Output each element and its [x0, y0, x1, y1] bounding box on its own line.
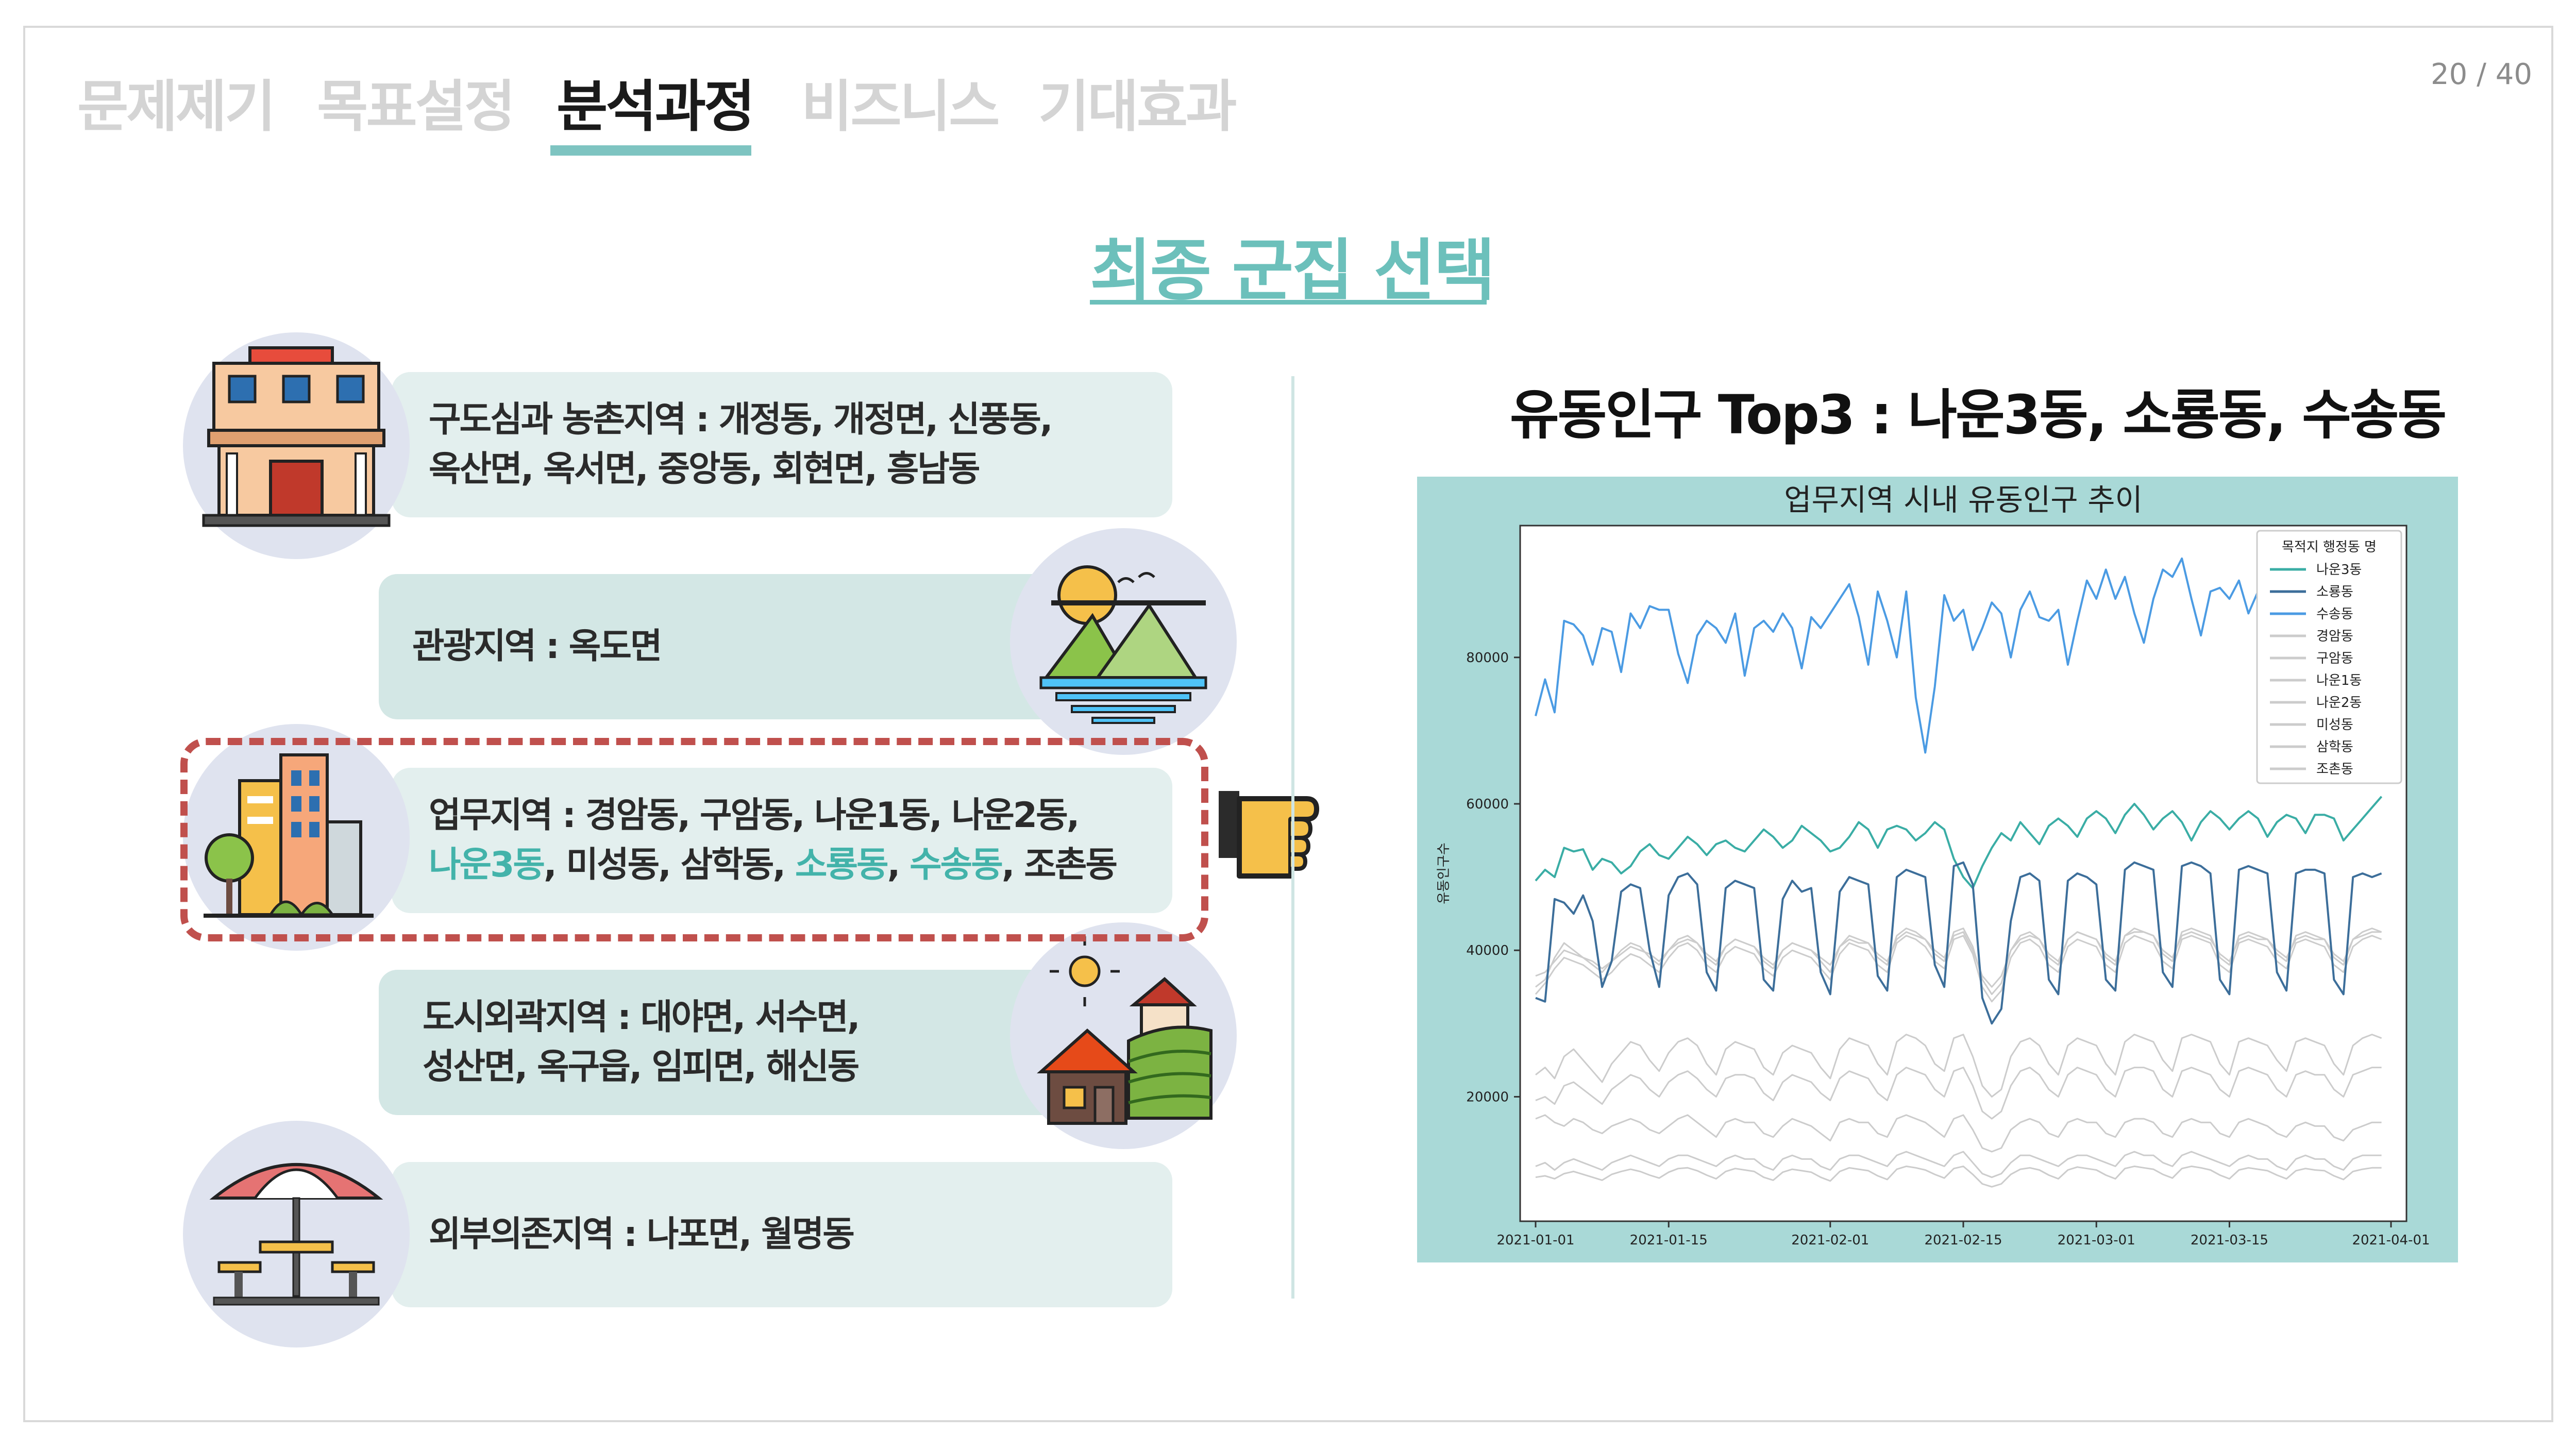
- tab-effect[interactable]: 기대효과: [1038, 75, 1237, 139]
- y-tick-label: 80000: [1466, 650, 1509, 666]
- chart-title: 업무지역 시내 유동인구 추이: [1784, 482, 2143, 517]
- old-building-icon: [183, 332, 410, 559]
- cluster-card-business: 업무지역 : 경암동, 구암동, 나운1동, 나운2동, 나운3동, 미성동, …: [392, 768, 1172, 913]
- series-line: [1535, 861, 2382, 1025]
- x-tick-label: 2021-02-01: [1791, 1233, 1869, 1248]
- chart-heading: 유동인구 Top3 : 나운3동, 소룡동, 수송동: [1510, 383, 2447, 446]
- series-line: [1535, 1165, 2382, 1188]
- parasol-table-icon: [183, 1121, 410, 1347]
- legend-label: 나운3동: [2316, 562, 2362, 578]
- series-line: [1535, 557, 2382, 754]
- farm-house-icon: [1010, 922, 1237, 1149]
- legend-label: 조촌동: [2316, 762, 2353, 777]
- highlight-dong: 나운3동: [429, 845, 545, 885]
- selected-cluster-highlight: [180, 738, 1208, 941]
- highlight-dong: 수송동: [910, 845, 1003, 885]
- cluster-text-line: 업무지역 : 경암동, 구암동, 나운1동, 나운2동,: [429, 795, 1080, 836]
- tab-problem[interactable]: 문제제기: [77, 75, 276, 139]
- cluster-text-line: 관광지역 : 옥도면: [412, 626, 662, 667]
- series-line: [1535, 1151, 2382, 1178]
- tab-goal[interactable]: 목표설정: [317, 75, 515, 139]
- line-chart: 업무지역 시내 유동인구 추이 유동인구수 20000 40000 60000 800…: [1436, 482, 2430, 1248]
- office-buildings-icon: [183, 724, 410, 951]
- cluster-text-line: 외부의존지역 : 나포면, 월명동: [429, 1214, 855, 1255]
- cluster-text-line: 도시외곽지역 : 대야면, 서수면,: [423, 997, 861, 1038]
- active-tab-underline: [550, 145, 751, 156]
- legend-label: 삼학동: [2316, 739, 2353, 755]
- series-line: [1535, 928, 2382, 995]
- cluster-card-old-downtown: 구도심과 농촌지역 : 개정동, 개정면, 신풍동, 옥산면, 옥서면, 중앙동…: [392, 372, 1172, 517]
- series-line: [1535, 1114, 2382, 1153]
- series-line: [1535, 1067, 2382, 1120]
- x-tick-label: 2021-01-15: [1630, 1233, 1708, 1248]
- chart-ylabel: 유동인구수: [1436, 843, 1452, 904]
- cluster-text-line: 성산면, 옥구읍, 임피면, 해신동: [423, 1047, 860, 1087]
- x-tick-label: 2021-01-01: [1496, 1233, 1574, 1248]
- chart-panel: 업무지역 시내 유동인구 추이 유동인구수 20000 40000 60000 800…: [1417, 477, 2458, 1262]
- page-number: 20 / 40: [2431, 58, 2532, 91]
- legend-label: 미성동: [2316, 717, 2353, 733]
- series-line: [1535, 796, 2383, 889]
- legend-title: 목적지 행정동 명: [2282, 540, 2377, 555]
- cluster-card-external: 외부의존지역 : 나포면, 월명동: [392, 1162, 1172, 1307]
- series-line: [1535, 935, 2382, 1003]
- vertical-divider: [1291, 376, 1294, 1299]
- series-line: [1535, 1034, 2382, 1098]
- highlight-dong: 소룡동: [795, 845, 889, 885]
- legend-label: 나운1동: [2316, 673, 2362, 688]
- y-tick-label: 20000: [1466, 1089, 1509, 1105]
- y-tick-label: 60000: [1466, 797, 1509, 812]
- cluster-text-line: 구도심과 농촌지역 : 개정동, 개정면, 신풍동,: [429, 399, 1053, 440]
- legend-box: [2256, 530, 2402, 784]
- slide-title-underline: [1090, 300, 1487, 305]
- tab-business[interactable]: 비즈니스: [801, 75, 1000, 139]
- legend-label: 구암동: [2316, 651, 2353, 666]
- y-tick-label: 40000: [1466, 943, 1509, 958]
- x-tick-label: 2021-03-01: [2058, 1233, 2135, 1248]
- x-tick-label: 2021-03-15: [2191, 1233, 2268, 1248]
- x-tick-label: 2021-04-01: [2352, 1233, 2430, 1248]
- cluster-text-line: 나운3동, 미성동, 삼학동, 소룡동, 수송동, 조촌동: [429, 845, 1118, 885]
- series-line: [1535, 931, 2382, 988]
- slide-frame: [23, 26, 2553, 1422]
- cluster-text-line: 옥산면, 옥서면, 중앙동, 회현면, 흥남동: [429, 449, 980, 490]
- legend-label: 소룡동: [2316, 584, 2353, 600]
- legend-label: 나운2동: [2316, 695, 2362, 711]
- tab-analysis[interactable]: 분석과정: [557, 75, 755, 139]
- mountain-sea-icon: [1010, 528, 1237, 755]
- pointing-hand-icon: [1219, 791, 1319, 879]
- slide-title: 최종 군집 선택: [1090, 231, 1495, 310]
- legend-label: 경암동: [2316, 629, 2353, 644]
- x-tick-label: 2021-02-15: [1924, 1233, 2002, 1248]
- legend-label: 수송동: [2316, 606, 2353, 622]
